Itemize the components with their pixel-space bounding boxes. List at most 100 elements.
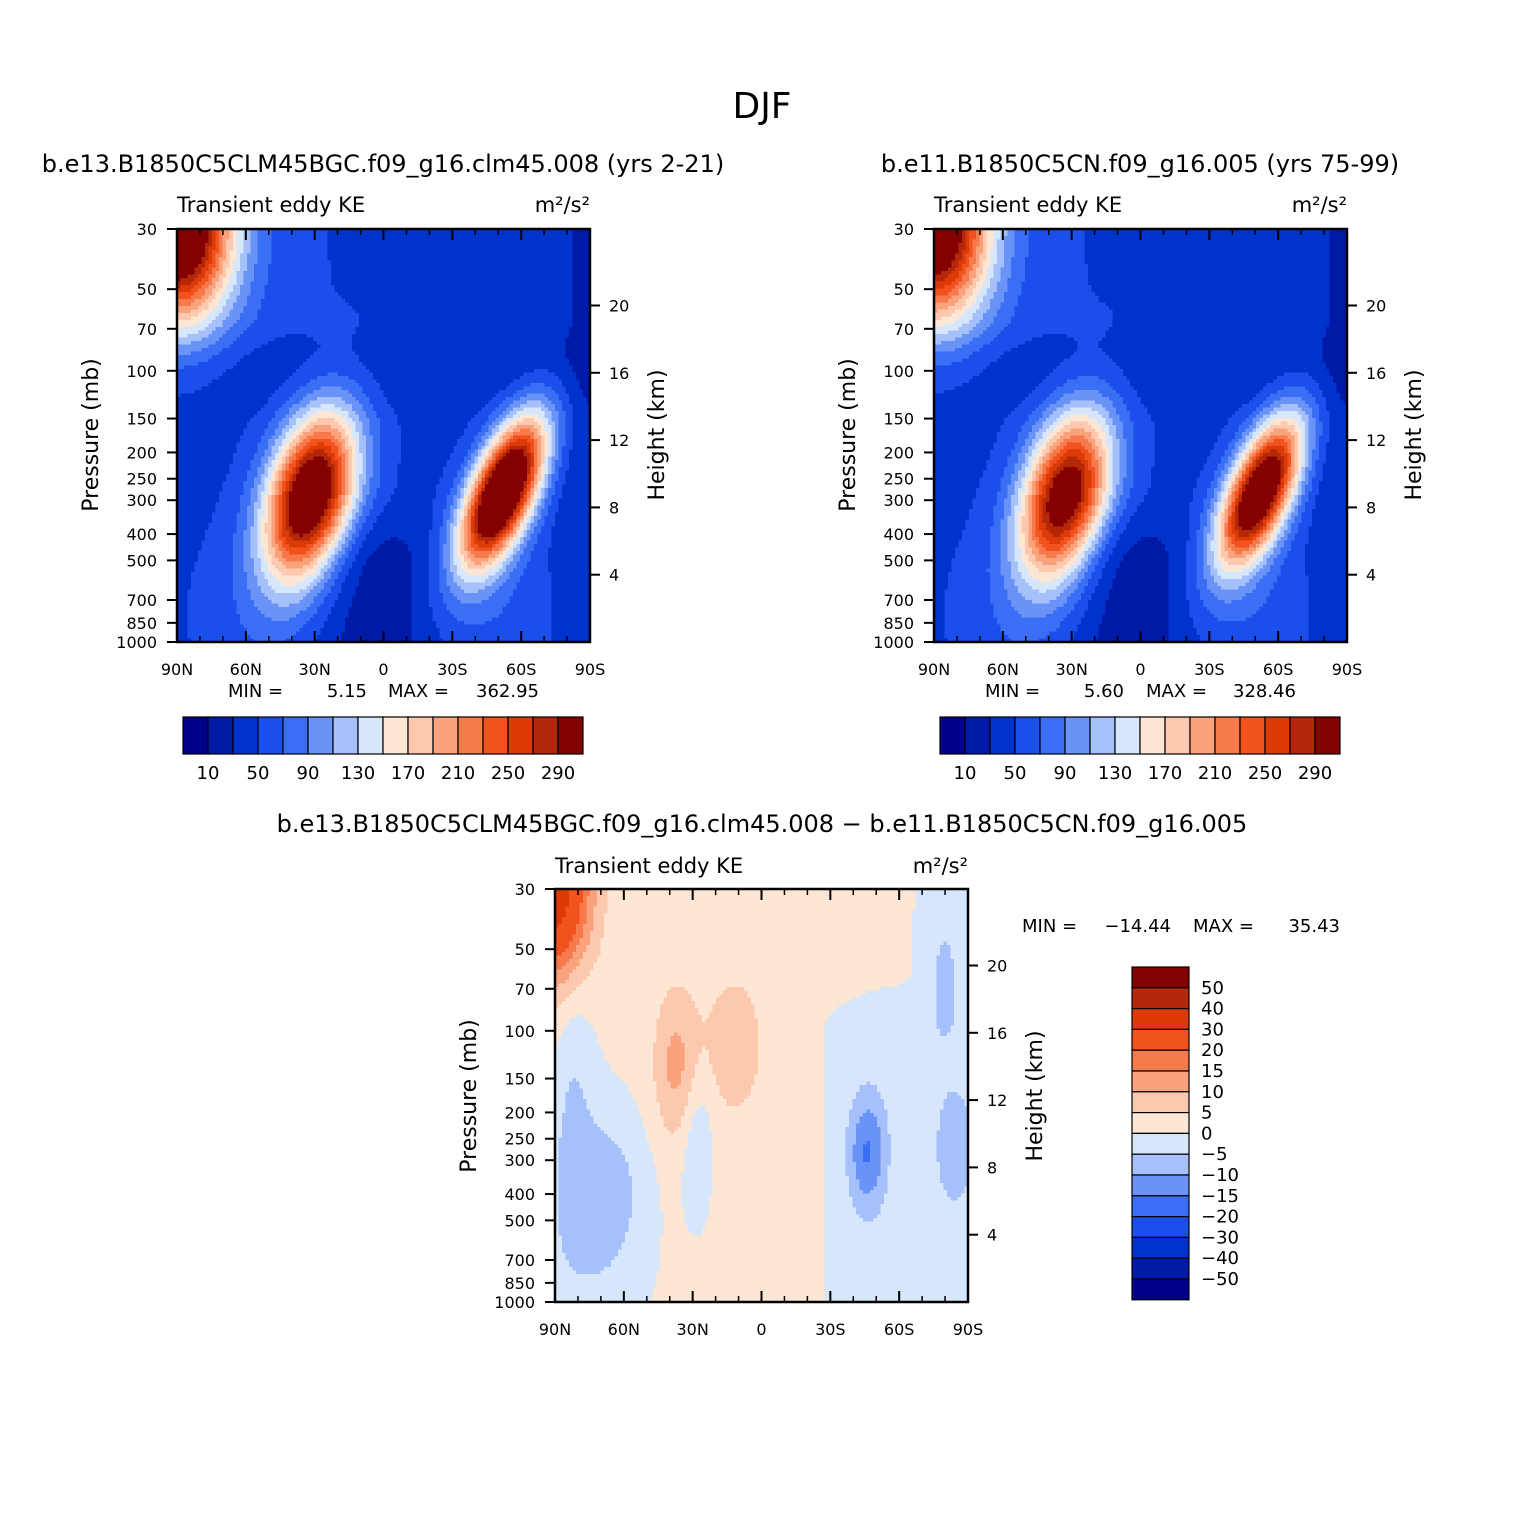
contour-cell [1091, 432, 1100, 437]
contour-cell [1007, 519, 1016, 524]
contour-cell [485, 572, 497, 577]
contour-cell [1315, 418, 1320, 423]
contour-cell [1126, 474, 1135, 479]
contour-cell [1231, 488, 1236, 493]
contour-cell [1207, 509, 1215, 514]
contour-cell [492, 456, 497, 461]
contour-cell [212, 519, 238, 524]
contour-cell [1060, 449, 1068, 454]
contour-cell [331, 586, 343, 591]
contour-cell [264, 432, 276, 437]
contour-cell [1046, 439, 1051, 444]
contour-cell [1291, 470, 1296, 475]
contour-cell [1046, 407, 1058, 412]
contour-cell [355, 481, 360, 486]
contour-cell [976, 253, 981, 258]
contour-cell [177, 551, 199, 556]
contour-cell [1025, 274, 1089, 279]
contour-cell [502, 537, 507, 542]
contour-cell [555, 428, 560, 433]
contour-cell [334, 551, 339, 556]
contour-cell [506, 449, 511, 454]
contour-cell [366, 498, 374, 503]
contour-cell [1305, 439, 1310, 444]
contour-cell [471, 498, 476, 503]
contour-cell [502, 530, 507, 535]
contour-cell [986, 327, 1005, 332]
contour-cell [1021, 463, 1030, 468]
contour-cell [1025, 421, 1037, 426]
contour-cell [348, 474, 353, 479]
contour-cell [457, 568, 465, 573]
contour-cell [254, 565, 262, 570]
contour-cell [1301, 432, 1306, 437]
contour-cell [1228, 505, 1233, 510]
contour-cell [411, 607, 434, 612]
contour-cell [215, 239, 220, 244]
colorbar-label: 50 [247, 763, 270, 784]
contour-cell [219, 274, 227, 279]
contour-cell [544, 428, 553, 433]
contour-cell [478, 537, 497, 542]
contour-cell [317, 610, 332, 615]
contour-cell [551, 484, 556, 489]
contour-cell [1007, 460, 1019, 465]
contour-cell [481, 533, 497, 538]
contour-cell [1028, 229, 1086, 234]
contour-cell [1095, 474, 1100, 479]
contour-cell [509, 600, 553, 605]
contour-cell [1322, 344, 1347, 349]
contour-cell [233, 586, 248, 591]
contour-cell [551, 533, 590, 538]
contour-cell [1189, 502, 1205, 507]
contour-cell [352, 418, 360, 423]
contour-cell [289, 481, 294, 486]
contour-cell [541, 449, 546, 454]
contour-cell [177, 323, 196, 328]
contour-cell [993, 292, 1005, 297]
contour-cell [551, 586, 590, 591]
contour-cell [1322, 421, 1331, 426]
contour-cell [1133, 449, 1156, 454]
contour-cell [1046, 474, 1054, 479]
contour-cell [229, 257, 238, 262]
contour-cell [373, 463, 381, 468]
contour-cell [495, 446, 500, 451]
contour-cell [1266, 418, 1275, 423]
contour-cell [474, 502, 479, 507]
contour-cell [1294, 439, 1299, 444]
contour-cell [278, 568, 308, 573]
contour-cell [499, 439, 504, 444]
contour-cell [1081, 498, 1086, 503]
contour-cell [264, 292, 339, 297]
contour-cell [1053, 390, 1075, 395]
contour-cell [986, 463, 1009, 468]
contour-cell [467, 561, 476, 566]
contour-cell [229, 281, 238, 286]
contour-cell [439, 586, 451, 591]
contour-cell [1301, 477, 1306, 482]
contour-cell [1263, 446, 1268, 451]
contour-cell [1105, 488, 1110, 493]
contour-cell [485, 404, 500, 409]
contour-cell [271, 533, 276, 538]
contour-cell [1242, 484, 1247, 489]
contour-cell [516, 537, 521, 542]
contour-cell [327, 453, 336, 458]
contour-cell [1133, 446, 1156, 451]
contour-cell [548, 407, 556, 412]
contour-cell [1018, 512, 1026, 517]
contour-cell [1042, 502, 1047, 507]
contour-cell [327, 523, 332, 528]
contour-cell [488, 456, 493, 461]
contour-cell [495, 456, 500, 461]
contour-cell [432, 516, 444, 521]
contour-cell [341, 533, 350, 538]
contour-cell [478, 498, 483, 503]
contour-cell [516, 421, 539, 426]
contour-cell [205, 292, 213, 297]
contour-cell [411, 551, 430, 556]
contour-cell [1231, 512, 1236, 517]
contour-cell [467, 526, 472, 531]
contour-cell [271, 477, 276, 482]
